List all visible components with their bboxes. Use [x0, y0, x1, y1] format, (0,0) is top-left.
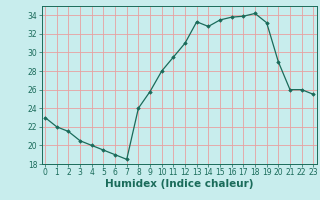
X-axis label: Humidex (Indice chaleur): Humidex (Indice chaleur) [105, 179, 253, 189]
